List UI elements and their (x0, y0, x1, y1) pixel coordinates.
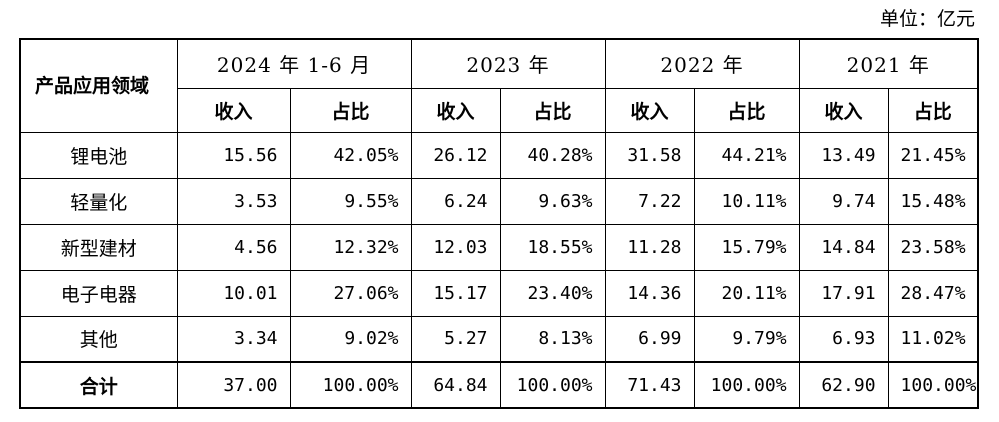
income-cell: 37.00 (176, 361, 291, 409)
share-cell: 20.11% (693, 269, 800, 317)
share-cell: 9.63% (499, 177, 606, 225)
share-cell: 44.21% (693, 131, 800, 179)
row-label: 锂电池 (19, 131, 178, 179)
income-header: 收入 (798, 87, 889, 133)
share-cell: 9.02% (289, 315, 412, 363)
row-label: 轻量化 (19, 177, 178, 225)
income-header: 收入 (176, 87, 291, 133)
income-cell: 6.93 (798, 315, 889, 363)
share-header: 占比 (693, 87, 800, 133)
income-cell: 13.49 (798, 131, 889, 179)
income-cell: 4.56 (176, 223, 291, 271)
income-cell: 15.17 (410, 269, 501, 317)
share-cell: 42.05% (289, 131, 412, 179)
income-cell: 14.36 (604, 269, 695, 317)
share-cell: 18.55% (499, 223, 606, 271)
share-cell: 9.55% (289, 177, 412, 225)
period-header-4: 2021 年 (798, 38, 979, 89)
table-row: 其他 3.34 9.02% 5.27 8.13% 6.99 9.79% 6.93 11.02% (19, 315, 979, 363)
share-cell: 21.45% (887, 131, 979, 179)
row-label: 合计 (19, 361, 178, 409)
income-cell: 71.43 (604, 361, 695, 409)
share-cell: 23.40% (499, 269, 606, 317)
table-row: 新型建材 4.56 12.32% 12.03 18.55% 11.28 15.79% 14.8… (19, 223, 979, 271)
share-cell: 100.00% (499, 361, 606, 409)
total-row: 合计 37.00 100.00% 64.84 100.00% 71.43 100.00% 62… (19, 361, 979, 409)
income-cell: 10.01 (176, 269, 291, 317)
income-cell: 64.84 (410, 361, 501, 409)
revenue-table: 产品应用领域 2024 年 1-6 月 2023 年 2022 年 2021 年… (19, 38, 980, 409)
share-cell: 100.00% (289, 361, 412, 409)
income-header: 收入 (604, 87, 695, 133)
income-cell: 12.03 (410, 223, 501, 271)
share-cell: 23.58% (887, 223, 979, 271)
income-cell: 14.84 (798, 223, 889, 271)
income-cell: 6.24 (410, 177, 501, 225)
share-cell: 100.00% (887, 361, 979, 409)
period-header-2: 2023 年 (410, 38, 606, 89)
table-row: 轻量化 3.53 9.55% 6.24 9.63% 7.22 10.11% 9.74 15.48… (19, 177, 979, 225)
income-cell: 3.34 (176, 315, 291, 363)
table-row: 电子电器 10.01 27.06% 15.17 23.40% 14.36 20.11% 17.… (19, 269, 979, 317)
share-cell: 12.32% (289, 223, 412, 271)
income-cell: 26.12 (410, 131, 501, 179)
income-header: 收入 (410, 87, 501, 133)
row-label: 电子电器 (19, 269, 178, 317)
share-cell: 15.79% (693, 223, 800, 271)
share-header: 占比 (499, 87, 606, 133)
share-cell: 40.28% (499, 131, 606, 179)
share-cell: 8.13% (499, 315, 606, 363)
income-cell: 7.22 (604, 177, 695, 225)
share-cell: 11.02% (887, 315, 979, 363)
income-cell: 9.74 (798, 177, 889, 225)
income-cell: 31.58 (604, 131, 695, 179)
period-header-1: 2024 年 1-6 月 (176, 38, 412, 89)
share-cell: 28.47% (887, 269, 979, 317)
unit-label: 单位：亿元 (879, 8, 975, 30)
period-header-3: 2022 年 (604, 38, 800, 89)
share-cell: 9.79% (693, 315, 800, 363)
table-row: 锂电池 15.56 42.05% 26.12 40.28% 31.58 44.21% 13.4… (19, 131, 979, 179)
income-cell: 6.99 (604, 315, 695, 363)
income-cell: 62.90 (798, 361, 889, 409)
share-header: 占比 (887, 87, 979, 133)
income-cell: 5.27 (410, 315, 501, 363)
row-label: 其他 (19, 315, 178, 363)
row-label: 新型建材 (19, 223, 178, 271)
share-cell: 27.06% (289, 269, 412, 317)
income-cell: 15.56 (176, 131, 291, 179)
field-header: 产品应用领域 (19, 38, 178, 133)
share-cell: 15.48% (887, 177, 979, 225)
share-cell: 100.00% (693, 361, 800, 409)
share-cell: 10.11% (693, 177, 800, 225)
income-cell: 3.53 (176, 177, 291, 225)
income-cell: 11.28 (604, 223, 695, 271)
income-cell: 17.91 (798, 269, 889, 317)
share-header: 占比 (289, 87, 412, 133)
